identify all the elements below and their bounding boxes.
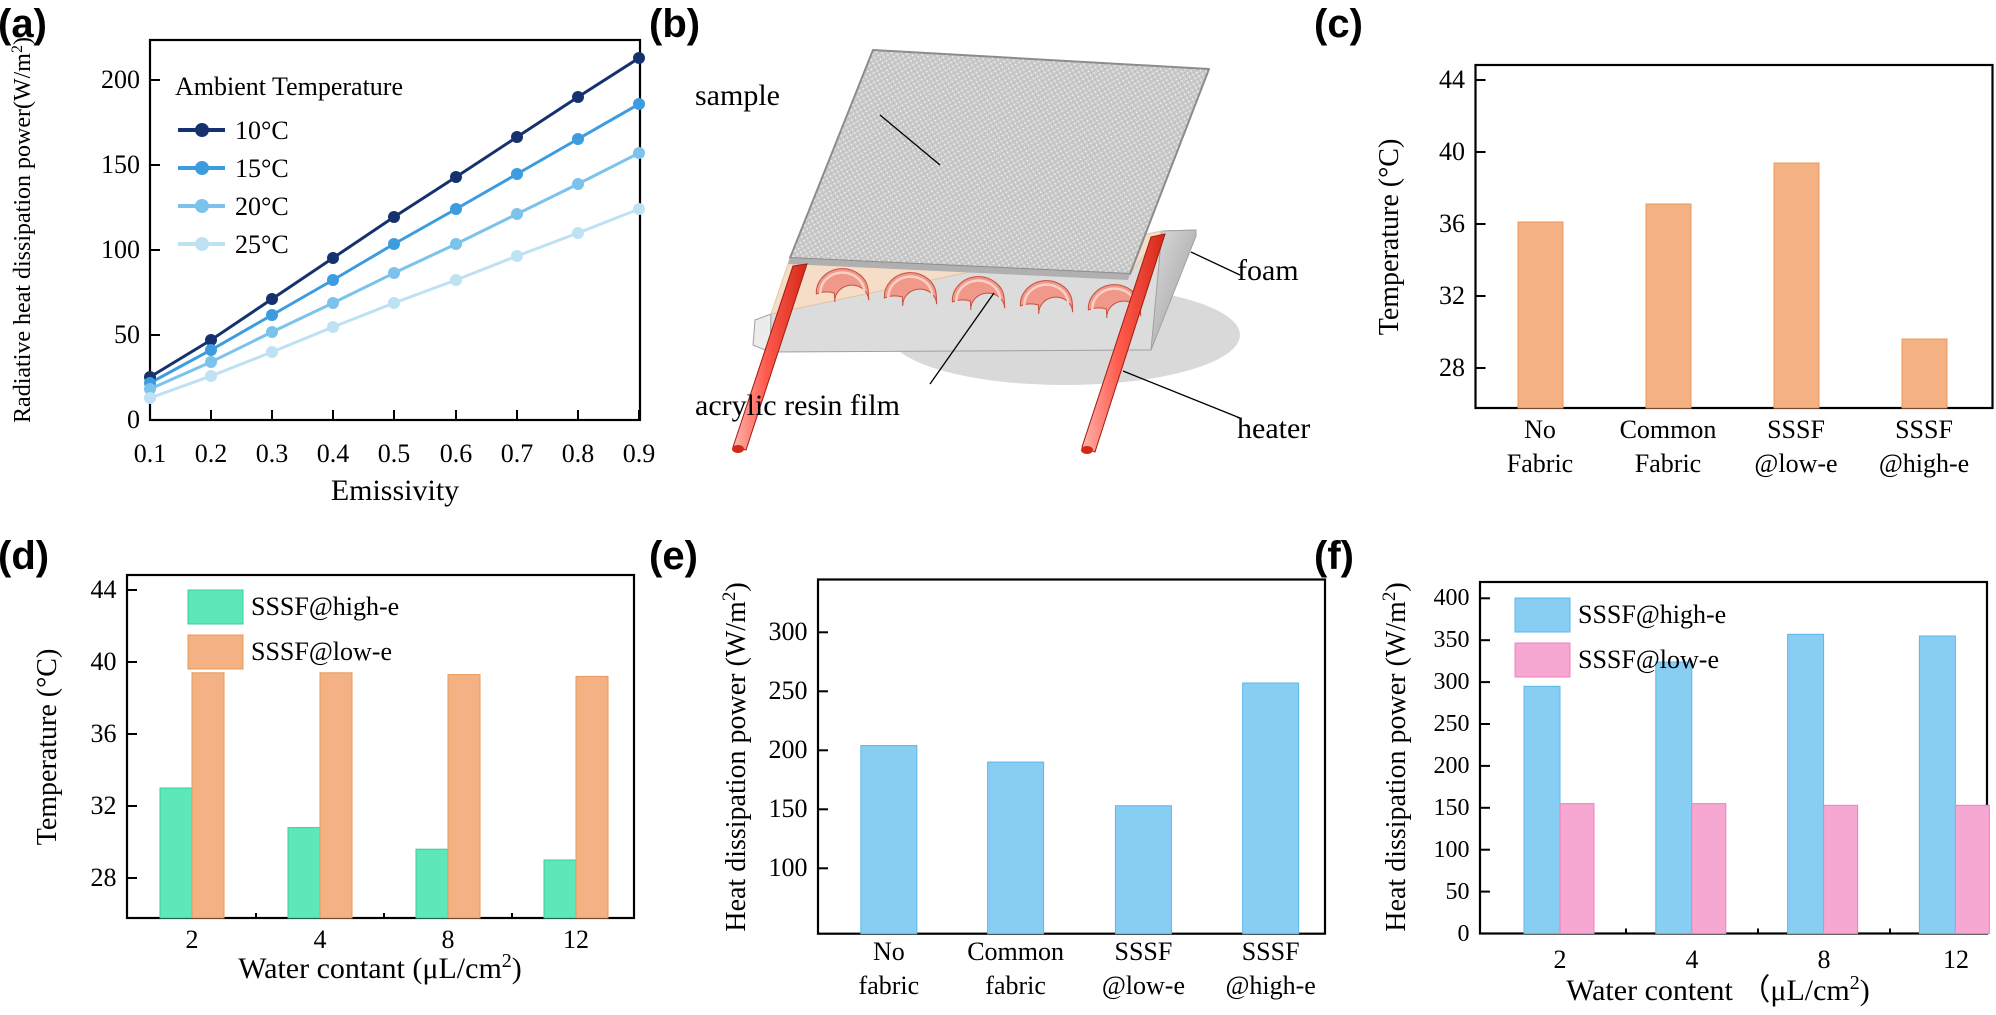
svg-text:350: 350 <box>1434 627 1470 653</box>
svg-text:0.5: 0.5 <box>378 439 411 468</box>
svg-text:Fabric: Fabric <box>1507 449 1573 478</box>
svg-text:20°C: 20°C <box>235 192 289 221</box>
svg-text:0.9: 0.9 <box>623 439 656 468</box>
svg-text:SSSF@low-e: SSSF@low-e <box>1578 645 1719 674</box>
svg-text:SSSF: SSSF <box>1895 415 1953 444</box>
svg-text:Water contant (μL/cm2): Water contant (μL/cm2) <box>238 950 522 985</box>
svg-text:0.7: 0.7 <box>501 439 534 468</box>
svg-text:28: 28 <box>1439 353 1465 382</box>
svg-text:@high-e: @high-e <box>1879 449 1969 478</box>
svg-text:SSSF: SSSF <box>1115 937 1173 966</box>
svg-text:sample: sample <box>695 79 780 112</box>
svg-text:100: 100 <box>769 853 808 882</box>
svg-text:0.3: 0.3 <box>256 439 289 468</box>
svg-text:SSSF@high-e: SSSF@high-e <box>1578 600 1726 629</box>
svg-text:12: 12 <box>1943 945 1969 974</box>
svg-text:200: 200 <box>1434 753 1470 779</box>
svg-text:@high-e: @high-e <box>1225 971 1315 1000</box>
svg-text:12: 12 <box>563 925 589 954</box>
svg-text:200: 200 <box>769 735 808 764</box>
svg-text:10°C: 10°C <box>235 116 289 145</box>
svg-text:Temperature (°C): Temperature (°C) <box>32 649 63 846</box>
svg-text:400: 400 <box>1434 585 1470 611</box>
svg-text:2: 2 <box>186 925 199 954</box>
svg-text:32: 32 <box>91 791 117 820</box>
svg-text:acrylic resin film: acrylic resin film <box>695 389 900 422</box>
svg-text:Common: Common <box>1620 415 1717 444</box>
svg-text:36: 36 <box>1439 209 1465 238</box>
svg-text:No: No <box>873 937 905 966</box>
svg-text:0.1: 0.1 <box>134 439 167 468</box>
svg-text:SSSF: SSSF <box>1767 415 1825 444</box>
svg-text:0.8: 0.8 <box>562 439 595 468</box>
svg-text:50: 50 <box>1446 879 1470 905</box>
svg-text:40: 40 <box>91 647 117 676</box>
svg-text:150: 150 <box>101 150 140 179</box>
svg-text:0: 0 <box>127 405 140 434</box>
svg-text:0: 0 <box>1458 921 1470 947</box>
svg-text:No: No <box>1524 415 1556 444</box>
svg-text:Water content （μL/cm2): Water content （μL/cm2) <box>1566 972 1870 1007</box>
svg-text:@low-e: @low-e <box>1754 449 1837 478</box>
svg-text:8: 8 <box>442 925 455 954</box>
svg-text:36: 36 <box>91 719 117 748</box>
svg-text:0.2: 0.2 <box>195 439 228 468</box>
svg-text:SSSF@low-e: SSSF@low-e <box>251 637 392 666</box>
svg-text:44: 44 <box>1439 65 1465 94</box>
svg-text:Ambient Temperature: Ambient Temperature <box>175 72 403 101</box>
svg-text:15°C: 15°C <box>235 154 289 183</box>
svg-text:32: 32 <box>1439 281 1465 310</box>
svg-text:150: 150 <box>1434 795 1470 821</box>
svg-text:100: 100 <box>101 235 140 264</box>
svg-text:SSSF@high-e: SSSF@high-e <box>251 592 399 621</box>
svg-text:250: 250 <box>1434 711 1470 737</box>
svg-text:4: 4 <box>314 925 327 954</box>
svg-text:foam: foam <box>1237 254 1299 287</box>
svg-text:heater: heater <box>1237 412 1310 445</box>
svg-text:Heat dissipation power (W/m2): Heat dissipation power (W/m2) <box>1379 582 1413 931</box>
svg-text:44: 44 <box>91 575 117 604</box>
svg-text:300: 300 <box>1434 669 1470 695</box>
svg-text:fabric: fabric <box>859 971 920 1000</box>
svg-text:Fabric: Fabric <box>1635 449 1701 478</box>
svg-text:300: 300 <box>769 617 808 646</box>
svg-text:8: 8 <box>1818 945 1831 974</box>
svg-text:200: 200 <box>101 65 140 94</box>
svg-text:SSSF: SSSF <box>1242 937 1300 966</box>
svg-text:Heat dissipation power (W/m2): Heat dissipation power (W/m2) <box>719 582 753 931</box>
svg-text:Common: Common <box>967 937 1064 966</box>
svg-text:40: 40 <box>1439 137 1465 166</box>
svg-text:28: 28 <box>91 863 117 892</box>
svg-text:0.6: 0.6 <box>440 439 473 468</box>
svg-text:25°C: 25°C <box>235 230 289 259</box>
svg-text:fabric: fabric <box>985 971 1046 1000</box>
svg-text:100: 100 <box>1434 837 1470 863</box>
svg-text:4: 4 <box>1686 945 1699 974</box>
svg-text:Temperature (°C): Temperature (°C) <box>1374 139 1405 336</box>
svg-text:@low-e: @low-e <box>1102 971 1185 1000</box>
svg-text:2: 2 <box>1554 945 1567 974</box>
svg-text:Emissivity: Emissivity <box>331 474 459 507</box>
svg-text:Radiative heat dissipation pow: Radiative heat dissipation power(W/m2) <box>9 37 37 423</box>
svg-text:250: 250 <box>769 676 808 705</box>
svg-text:50: 50 <box>114 320 140 349</box>
svg-text:150: 150 <box>769 794 808 823</box>
svg-text:0.4: 0.4 <box>317 439 350 468</box>
